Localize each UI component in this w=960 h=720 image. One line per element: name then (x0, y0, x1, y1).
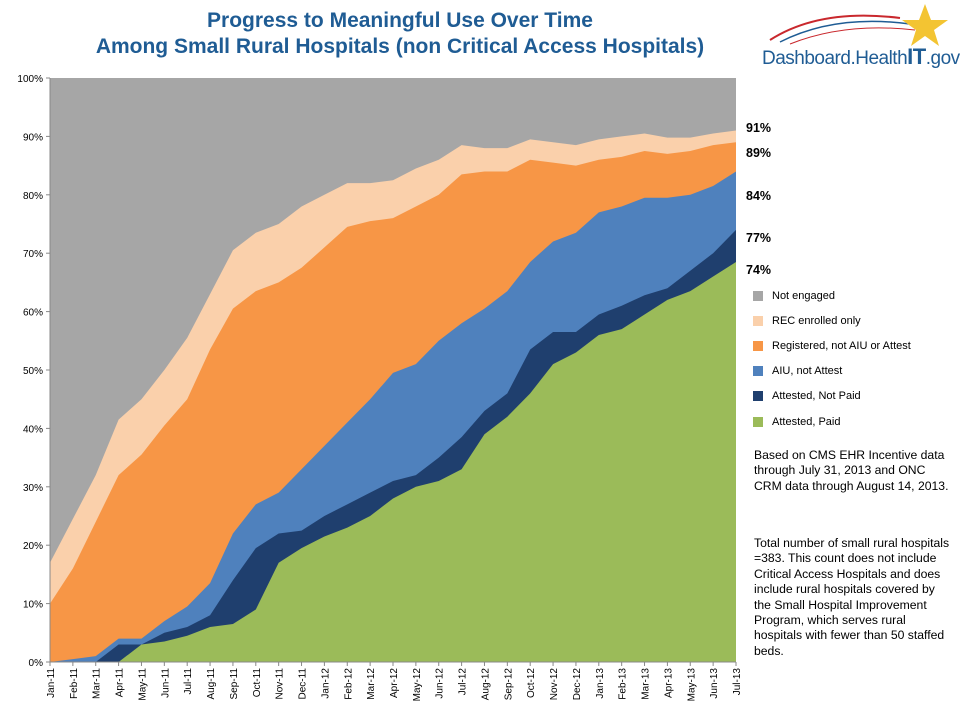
x-tick-label: Jul-11 (183, 668, 194, 695)
x-tick-label: Jun-12 (435, 668, 446, 699)
x-tick-label: Sep-11 (229, 668, 240, 700)
legend-label: Registered, not AIU or Attest (772, 340, 911, 352)
area-attested-paid (50, 261, 736, 662)
x-tick-label: Apr-11 (115, 668, 126, 698)
y-tick-label: 60% (23, 308, 43, 319)
x-tick-label: May-12 (412, 668, 423, 702)
chart-title-line1: Progress to Meaningful Use Over Time (207, 9, 593, 32)
y-tick-label: 100% (17, 74, 43, 85)
x-tick-label: Jan-12 (320, 668, 331, 699)
x-tick-label: Feb-12 (343, 668, 354, 700)
legend-swatch (753, 417, 763, 428)
x-tick-label: Oct-11 (252, 668, 263, 698)
end-value-label: 77% (746, 231, 772, 245)
x-tick-label: Sep-12 (503, 668, 514, 701)
x-tick-label: May-11 (137, 668, 148, 701)
x-tick-label: Feb-13 (618, 668, 629, 700)
legend-item: Attested, Not Paid (753, 390, 861, 402)
logo-swoosh-icon (769, 4, 948, 46)
y-tick-label: 90% (23, 132, 43, 143)
legend-label: Not engaged (772, 290, 835, 302)
legend-item: AIU, not Attest (753, 365, 842, 377)
x-tick-label: Aug-12 (480, 668, 491, 701)
x-tick-label: Apr-13 (663, 668, 674, 698)
legend-item: Registered, not AIU or Attest (753, 340, 911, 352)
end-value-label: 89% (746, 146, 772, 160)
x-tick-label: Mar-11 (92, 668, 103, 699)
legend-item: Not engaged (753, 290, 835, 302)
y-tick-label: 0% (29, 658, 44, 669)
x-tick-label: Jul-13 (732, 668, 743, 696)
x-tick-label: Dec-11 (298, 668, 309, 700)
x-tick-label: Nov-12 (549, 668, 560, 701)
y-tick-label: 40% (23, 424, 43, 435)
data-source-note: Based on CMS EHR Incentive data through … (754, 448, 949, 493)
x-tick-label: Apr-12 (389, 668, 400, 698)
legend-item: Attested, Paid (753, 416, 841, 428)
y-tick-label: 50% (23, 366, 43, 377)
x-tick-label: May-13 (686, 668, 697, 702)
chart-title: Progress to Meaningful Use Over Time Amo… (60, 8, 740, 60)
x-tick-label: Jun-11 (160, 668, 171, 698)
logo-star-icon (902, 4, 948, 46)
legend-label: Attested, Paid (772, 416, 841, 428)
y-tick-label: 70% (23, 249, 43, 260)
x-tick-label: Feb-11 (69, 668, 80, 699)
x-tick-label: Jul-12 (458, 668, 469, 696)
x-tick-label: Jan-13 (595, 668, 606, 699)
x-tick-label: Nov-11 (275, 668, 286, 700)
end-value-label: 74% (746, 263, 772, 277)
y-tick-label: 30% (23, 483, 43, 494)
end-value-label: 91% (746, 121, 772, 135)
legend-swatch (753, 316, 763, 327)
y-tick-label: 80% (23, 191, 43, 202)
x-tick-label: Oct-12 (526, 668, 537, 698)
x-tick-label: Dec-12 (572, 668, 583, 701)
y-tick-label: 10% (23, 600, 43, 611)
legend-swatch (753, 291, 763, 302)
x-tick-label: Mar-12 (366, 668, 377, 700)
legend-swatch (753, 341, 763, 352)
x-tick-label: Aug-11 (206, 668, 217, 700)
dashboard-logo: Dashboard.HealthIT.gov (750, 0, 960, 80)
legend-item: REC enrolled only (753, 315, 861, 327)
legend-swatch (753, 391, 763, 402)
legend-label: Attested, Not Paid (772, 390, 861, 402)
x-tick-label: Jun-13 (709, 668, 720, 699)
legend-label: REC enrolled only (772, 315, 861, 327)
hospital-count-note: Total number of small rural hospitals =3… (754, 536, 950, 658)
legend-swatch (753, 366, 763, 377)
logo-text: Dashboard.HealthIT.gov (762, 44, 960, 69)
legend-label: AIU, not Attest (772, 365, 843, 377)
end-value-label: 84% (746, 189, 772, 203)
chart-title-line2: Among Small Rural Hospitals (non Critica… (95, 35, 705, 58)
x-tick-label: Mar-13 (641, 668, 652, 700)
x-tick-label: Jan-11 (46, 668, 57, 698)
y-tick-label: 20% (23, 541, 43, 552)
